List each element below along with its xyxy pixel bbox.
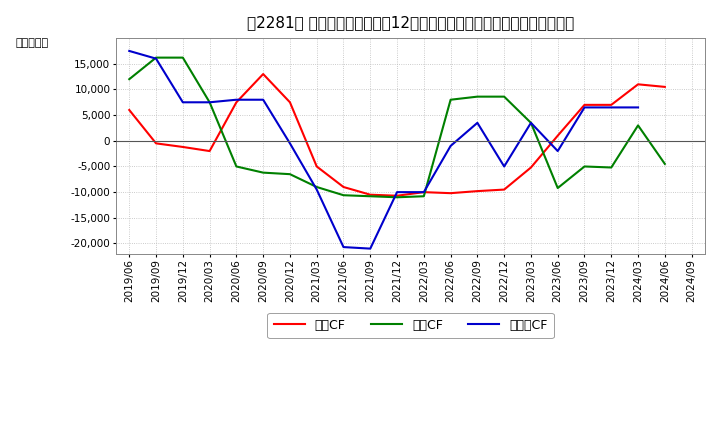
投資CF bbox=[420, 194, 428, 199]
フリーCF bbox=[152, 56, 161, 61]
営業CF bbox=[339, 184, 348, 190]
投資CF bbox=[526, 120, 535, 125]
投資CF bbox=[232, 164, 240, 169]
投資CF bbox=[607, 165, 616, 170]
営業CF bbox=[660, 84, 669, 89]
投資CF bbox=[446, 97, 455, 103]
フリーCF bbox=[205, 99, 214, 105]
投資CF bbox=[634, 123, 642, 128]
営業CF bbox=[607, 102, 616, 107]
営業CF bbox=[580, 102, 589, 107]
フリーCF bbox=[125, 48, 134, 54]
フリーCF bbox=[446, 143, 455, 149]
投資CF bbox=[339, 193, 348, 198]
フリーCF bbox=[473, 120, 482, 125]
営業CF bbox=[446, 191, 455, 196]
Line: フリーCF: フリーCF bbox=[130, 51, 638, 249]
フリーCF bbox=[232, 97, 240, 103]
投資CF bbox=[125, 77, 134, 82]
営業CF bbox=[500, 187, 508, 192]
投資CF bbox=[392, 194, 401, 200]
営業CF bbox=[179, 144, 187, 150]
投資CF bbox=[366, 194, 374, 199]
フリーCF bbox=[312, 187, 321, 192]
営業CF bbox=[554, 133, 562, 138]
Legend: 営業CF, 投資CF, フリーCF: 営業CF, 投資CF, フリーCF bbox=[267, 312, 554, 338]
投資CF bbox=[205, 99, 214, 105]
フリーCF bbox=[179, 99, 187, 105]
営業CF bbox=[392, 193, 401, 198]
営業CF bbox=[634, 82, 642, 87]
Title: ［2281］ キャッシュフローの12か月移動合計の対前年同期増減額の推移: ［2281］ キャッシュフローの12か月移動合計の対前年同期増減額の推移 bbox=[247, 15, 574, 30]
フリーCF bbox=[554, 148, 562, 154]
投資CF bbox=[473, 94, 482, 99]
フリーCF bbox=[366, 246, 374, 251]
営業CF bbox=[286, 99, 294, 105]
フリーCF bbox=[500, 164, 508, 169]
投資CF bbox=[580, 164, 589, 169]
営業CF bbox=[420, 190, 428, 195]
投資CF bbox=[500, 94, 508, 99]
投資CF bbox=[286, 172, 294, 177]
営業CF bbox=[205, 148, 214, 154]
営業CF bbox=[152, 141, 161, 146]
投資CF bbox=[152, 55, 161, 60]
フリーCF bbox=[259, 97, 268, 103]
営業CF bbox=[526, 165, 535, 170]
投資CF bbox=[554, 185, 562, 191]
フリーCF bbox=[580, 105, 589, 110]
営業CF bbox=[125, 107, 134, 113]
フリーCF bbox=[392, 190, 401, 195]
営業CF bbox=[259, 71, 268, 77]
投資CF bbox=[312, 184, 321, 190]
フリーCF bbox=[339, 245, 348, 250]
営業CF bbox=[312, 164, 321, 169]
投資CF bbox=[660, 161, 669, 167]
営業CF bbox=[366, 192, 374, 198]
Y-axis label: （百万円）: （百万円） bbox=[15, 38, 48, 48]
営業CF bbox=[232, 99, 240, 105]
フリーCF bbox=[286, 141, 294, 146]
フリーCF bbox=[634, 105, 642, 110]
投資CF bbox=[179, 55, 187, 60]
フリーCF bbox=[420, 190, 428, 195]
投資CF bbox=[259, 170, 268, 175]
Line: 投資CF: 投資CF bbox=[130, 58, 665, 197]
営業CF bbox=[473, 188, 482, 194]
Line: 営業CF: 営業CF bbox=[130, 74, 665, 196]
フリーCF bbox=[526, 120, 535, 125]
フリーCF bbox=[607, 105, 616, 110]
